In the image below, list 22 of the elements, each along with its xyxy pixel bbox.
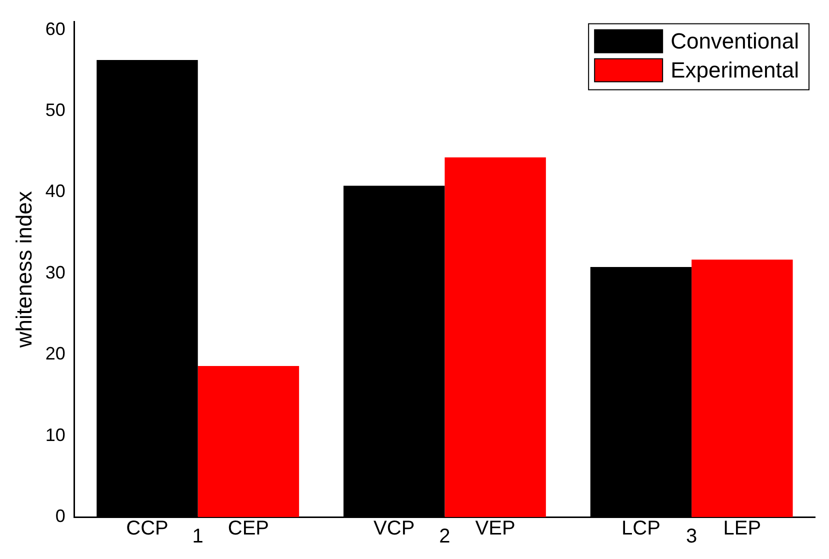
x-tick-label: 2 [439,526,450,548]
y-tick-label: 10 [45,424,66,445]
y-tick-label: 30 [45,262,66,282]
x-tick-label: 1 [192,526,204,548]
text: CEP [228,518,270,540]
bar [444,157,546,517]
bar [692,260,793,517]
text: VEP [475,518,516,540]
text: LEP [723,518,762,540]
bar [198,366,300,517]
y-axis-title: whiteness index [11,191,36,349]
text: LCP [622,518,660,540]
y-tick-label: 60 [45,18,66,39]
y-tick-label: 20 [45,344,66,364]
legend-label: Experimental [670,57,799,82]
y-tick-label: 40 [45,181,66,202]
y-tick-label: 0 [55,506,66,526]
x-tick-label: 3 [686,526,698,548]
legend-label: Conventional [670,28,800,54]
text: CCP [126,518,168,540]
y-tick-label: 50 [45,100,66,120]
text: VCP [374,518,415,540]
